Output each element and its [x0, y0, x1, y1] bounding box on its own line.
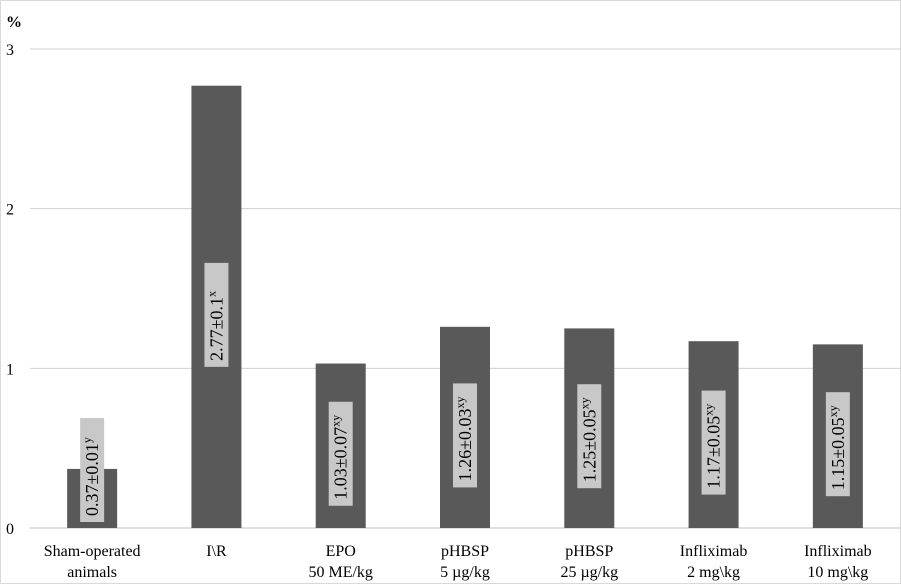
data-label: 1.03±0.07xy	[328, 401, 353, 506]
data-label-box	[453, 383, 477, 488]
data-label: 0.37±0.01y	[80, 418, 105, 522]
data-label-box	[328, 401, 353, 506]
data-label-superscript: xy	[329, 415, 343, 427]
data-label-value: 1.17±0.05	[704, 416, 724, 489]
y-tick-label: 3	[6, 42, 14, 59]
data-label-value: 0.37±0.01	[82, 443, 102, 516]
data-label-value: 2.77±0.1	[206, 297, 226, 361]
x-category-label: pHBSP	[441, 543, 489, 560]
data-label-box	[825, 392, 850, 497]
data-label: 1.25±0.05xy	[577, 384, 602, 489]
x-category-label: EPO	[326, 543, 356, 560]
x-category-label: 10 mg\kg	[807, 564, 868, 581]
x-category-label: 5 µg/kg	[440, 564, 490, 581]
data-label-superscript: xy	[453, 397, 467, 409]
x-category-label: Sham-operated	[44, 543, 141, 560]
data-label: 2.77±0.1x	[204, 262, 229, 367]
data-label-box	[701, 390, 726, 495]
x-category-label: I\R	[206, 543, 227, 560]
data-label-box	[577, 384, 602, 489]
y-axis-unit-label: %	[6, 14, 22, 31]
x-axis-categories: Sham-operated animals I\R EPO 50 ME/kg pHBSP 5…	[44, 543, 872, 581]
x-category-label: 25 µg/kg	[560, 564, 618, 581]
data-label-superscript: x	[204, 291, 218, 297]
data-label-text: 0.37±0.01y	[80, 437, 102, 516]
data-label-text: 1.03±0.07xy	[329, 415, 351, 500]
x-category-label: pHBSP	[565, 543, 613, 560]
data-label-text: 1.26±0.03xy	[453, 397, 475, 482]
y-tick-label: 2	[6, 202, 14, 219]
data-label-value: 1.15±0.05	[828, 417, 848, 490]
data-label-text: 1.15±0.05xy	[826, 405, 848, 490]
data-label-superscript: xy	[702, 404, 716, 416]
y-tick-label: 0	[6, 521, 14, 538]
y-axis-ticks: 0 1 2 3	[6, 42, 14, 538]
data-label-value: 1.03±0.07	[331, 427, 351, 500]
x-category-label: animals	[67, 564, 117, 581]
data-label: 1.26±0.03xy	[453, 383, 477, 488]
data-label: 1.15±0.05xy	[825, 392, 850, 497]
x-category-label: 2 mg\kg	[687, 564, 740, 581]
data-label: 1.17±0.05xy	[701, 390, 726, 495]
x-category-label: 50 ME/kg	[308, 564, 372, 581]
data-label-value: 1.26±0.03	[455, 409, 475, 482]
data-label-text: 1.25±0.05xy	[577, 397, 599, 482]
data-label-superscript: xy	[577, 397, 591, 409]
data-label-box	[80, 418, 105, 522]
y-tick-label: 1	[6, 361, 14, 378]
data-label-box	[204, 262, 229, 367]
data-label-superscript: y	[80, 437, 94, 443]
data-label-value: 1.25±0.05	[579, 409, 599, 482]
data-label-text: 1.17±0.05xy	[702, 404, 724, 489]
x-category-label: Infliximab	[804, 543, 872, 560]
data-label-text: 2.77±0.1x	[204, 291, 226, 361]
x-category-label: Infliximab	[680, 543, 748, 560]
data-label-superscript: xy	[826, 405, 840, 417]
